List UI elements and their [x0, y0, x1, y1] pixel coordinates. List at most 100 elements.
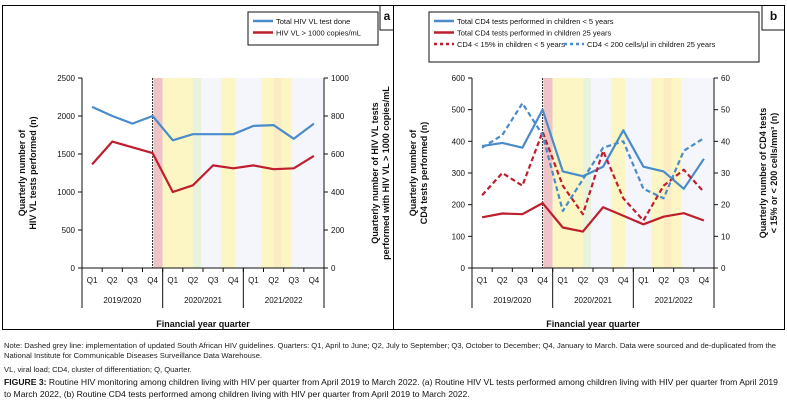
lockdown-band [273, 78, 282, 268]
group-label: 2020/2021 [184, 296, 222, 305]
lockdown-band [261, 78, 274, 268]
left-axis-tick-label: 300 [452, 169, 466, 178]
series-line-1 [481, 202, 705, 233]
right-axis-tick-label: 10 [721, 232, 730, 241]
left-axis-tick-label: 600 [452, 74, 466, 83]
left-axis-tick-label: 0 [71, 264, 76, 273]
x-tick-label: Q2 [268, 276, 279, 285]
lockdown-band [281, 78, 292, 268]
right-axis-tick-label: 0 [721, 264, 726, 273]
lockdown-band [192, 78, 201, 268]
x-tick-label: Q3 [598, 276, 609, 285]
panel-label: b [770, 9, 777, 23]
right-axis-tick-label: 20 [721, 201, 730, 210]
x-tick-label: Q1 [87, 276, 98, 285]
lockdown-band [221, 78, 236, 268]
x-tick-label: Q3 [678, 276, 689, 285]
x-tick-label: Q4 [537, 276, 548, 285]
series-line-1 [91, 140, 315, 194]
right-axis-tick-label: 50 [721, 106, 730, 115]
left-axis-title: Quarterly number of [408, 129, 418, 217]
x-tick-label: Q1 [477, 276, 488, 285]
caption-text: Routine HIV monitoring among children li… [4, 377, 778, 399]
x-tick-label: Q4 [147, 276, 158, 285]
x-tick-label: Q2 [497, 276, 508, 285]
chart-b: 0 100 200 300 400 500 600 0 10 20 30 40 50 60 Q1 Q2 Q3 Q4… [408, 4, 786, 329]
figure-notes: Note: Dashed grey line: implementation o… [4, 341, 784, 379]
legend-label: Total HIV VL test done [276, 17, 350, 26]
x-tick-label: Q4 [699, 276, 710, 285]
group-label: 2019/2020 [493, 296, 531, 305]
legend-label: CD4 < 15% in children < 5 years [457, 40, 565, 49]
x-tick-label: Q2 [578, 276, 589, 285]
abbreviations-text: VL, viral load; CD4, cluster of differen… [4, 365, 192, 374]
right-axis-tick-label: 200 [331, 226, 345, 235]
right-axis-tick-label: 40 [721, 137, 730, 146]
right-axis-tick-label: 600 [331, 150, 345, 159]
right-axis-tick-label: 800 [331, 112, 345, 121]
legend-label: HIV VL > 1000 copies/mL [276, 29, 361, 38]
note-text: Note: Dashed grey line: implementation o… [4, 341, 777, 360]
left-axis-tick-label: 500 [452, 106, 466, 115]
lockdown-band [153, 78, 163, 268]
lockdown-band [663, 78, 672, 268]
left-axis-tick-label: 2500 [57, 74, 75, 83]
right-axis-tick-label: 60 [721, 74, 730, 83]
caption-label: FIGURE 3: [4, 377, 47, 387]
lockdown-band [651, 78, 664, 268]
right-axis-tick-label: 30 [721, 169, 730, 178]
lockdown-band [162, 78, 193, 268]
lockdown-band [582, 78, 591, 268]
x-axis-title: Financial year quarter [546, 319, 640, 329]
x-tick-label: Q3 [208, 276, 219, 285]
lockdown-band [200, 78, 222, 268]
figure-caption: FIGURE 3: Routine HIV monitoring among c… [4, 377, 784, 400]
group-label: 2021/2022 [655, 296, 693, 305]
lockdown-band [611, 78, 626, 268]
x-tick-label: Q3 [127, 276, 138, 285]
chart-a: 0 500 1000 1500 2000 2500 0 200 400 600 800 1000 Q1 Q… [17, 4, 395, 329]
x-tick-label: Q4 [309, 276, 320, 285]
left-axis-title: HIV VL tests performed (n) [28, 116, 38, 229]
left-axis-tick-label: 0 [461, 264, 466, 273]
x-tick-label: Q4 [618, 276, 629, 285]
x-tick-label: Q1 [167, 276, 178, 285]
series-line-2 [481, 130, 705, 222]
lockdown-band [671, 78, 682, 268]
x-tick-label: Q1 [248, 276, 259, 285]
lockdown-band [543, 78, 553, 268]
legend-box [247, 11, 379, 46]
x-tick-label: Q1 [638, 276, 649, 285]
panel-b: 0 100 200 300 400 500 600 0 10 20 30 40 50 60 Q1 Q2 Q3 Q4… [393, 4, 786, 330]
legend-box [428, 11, 760, 63]
right-axis-tick-label: 0 [331, 264, 336, 273]
left-axis-tick-label: 100 [452, 232, 466, 241]
left-axis-tick-label: 500 [62, 226, 76, 235]
left-axis-title: Quarterly number of [17, 129, 27, 217]
right-axis-tick-label: 400 [331, 188, 345, 197]
group-label: 2021/2022 [265, 296, 303, 305]
left-axis-tick-label: 1500 [57, 150, 75, 159]
x-tick-label: Q3 [517, 276, 528, 285]
right-axis-title: < 15% or < 200 cells/mm³ (n) [769, 113, 779, 234]
series-line-3 [481, 102, 705, 213]
lockdown-band [625, 78, 652, 268]
panel-label: a [384, 9, 391, 23]
x-tick-label: Q2 [658, 276, 669, 285]
right-axis-title: Quarterly number of HIV VL tests [370, 102, 380, 243]
lockdown-band [590, 78, 612, 268]
group-label: 2019/2020 [103, 296, 141, 305]
legend-label: Total CD4 tests performed in children < … [457, 17, 614, 26]
left-axis-tick-label: 400 [452, 137, 466, 146]
x-tick-label: Q3 [288, 276, 299, 285]
lockdown-band [291, 78, 324, 268]
left-axis-tick-label: 2000 [57, 112, 75, 121]
legend-label: Total CD4 tests performed in children 25… [457, 29, 611, 38]
right-axis-title: performed with HIV VL > 1000 copies/mL [381, 86, 391, 260]
group-label: 2020/2021 [574, 296, 612, 305]
panel-a: 0 500 1000 1500 2000 2500 0 200 400 600 800 1000 Q1 Q… [2, 4, 395, 330]
x-tick-label: Q4 [228, 276, 239, 285]
x-axis-title: Financial year quarter [156, 319, 250, 329]
series-line-0 [91, 105, 315, 142]
lockdown-band [235, 78, 262, 268]
